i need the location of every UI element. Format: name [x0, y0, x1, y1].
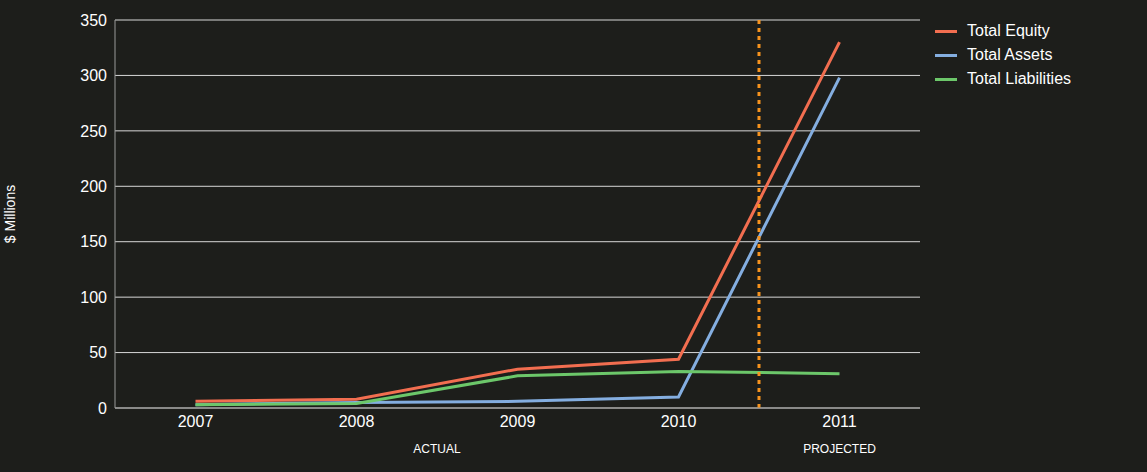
- html-text:Total Assets: Total Assets: [967, 46, 1053, 63]
- svg-text:100: 100: [80, 289, 107, 306]
- svg-text:PROJECTED: PROJECTED: [803, 442, 876, 456]
- svg-text:2010: 2010: [661, 413, 697, 430]
- svg-text:2011: 2011: [822, 413, 857, 430]
- html-text:Total Liabilities: Total Liabilities: [967, 70, 1072, 87]
- svg-text:150: 150: [80, 233, 107, 250]
- html-text:Total Equity: Total Equity: [967, 22, 1050, 39]
- svg-text:250: 250: [80, 123, 107, 140]
- svg-text:300: 300: [80, 67, 107, 84]
- svg-text:350: 350: [80, 12, 107, 29]
- svg-text:0: 0: [98, 400, 107, 417]
- svg-text:50: 50: [89, 344, 107, 361]
- svg-text:2007: 2007: [178, 413, 214, 430]
- svg-text:2008: 2008: [339, 413, 375, 430]
- svg-text:ACTUAL: ACTUAL: [413, 442, 461, 456]
- svg-text:$ Millions: $ Millions: [2, 185, 18, 243]
- svg-text:200: 200: [80, 178, 107, 195]
- svg-text:2009: 2009: [500, 413, 536, 430]
